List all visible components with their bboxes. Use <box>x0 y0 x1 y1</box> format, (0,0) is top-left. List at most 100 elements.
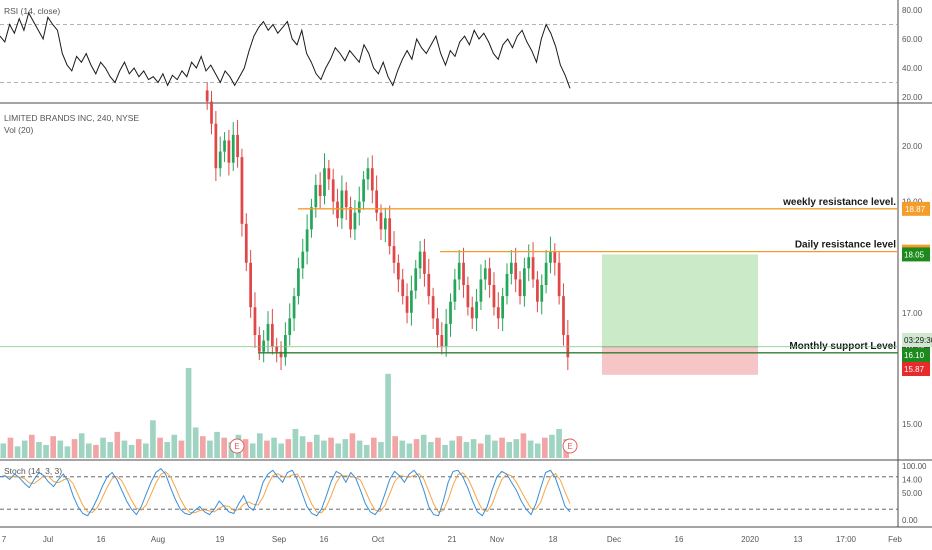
candle-body <box>405 296 409 313</box>
volume-bar <box>292 428 299 458</box>
volume-bar <box>392 436 398 458</box>
candle-body <box>475 301 478 319</box>
stoch-title: Stoch (14, 3, 3) <box>4 466 62 476</box>
price-tag-bg <box>902 333 932 347</box>
price-tag: 03:29:30 <box>904 336 932 345</box>
candle-body <box>444 323 448 347</box>
candle-body <box>383 218 387 230</box>
candle-body <box>292 296 296 319</box>
candle-body <box>362 179 365 202</box>
volume-bar <box>135 439 142 458</box>
candle-body <box>257 335 261 352</box>
volume-bar <box>456 436 463 458</box>
candle-body <box>223 140 226 152</box>
volume-bar <box>342 439 349 458</box>
candle-body <box>279 351 283 358</box>
volume-bar <box>321 440 327 458</box>
candle-body <box>453 279 457 302</box>
candle-body <box>553 251 557 263</box>
volume-bar <box>242 439 249 458</box>
price-tick-label: 17.00 <box>902 309 923 318</box>
candle-body <box>431 296 435 319</box>
volume-bar <box>171 434 178 458</box>
volume-bar <box>549 434 555 458</box>
time-axis: 7 Jul 16 Aug 19 Sep 16 Oct 21 Nov 18 Dec 16 2020 13 17:… <box>2 535 903 544</box>
candle-body <box>310 207 313 230</box>
candle-body <box>327 168 331 180</box>
stoch-tick-label: 0.00 <box>902 516 918 525</box>
candle-body <box>562 296 565 336</box>
volume-bar <box>363 444 370 458</box>
stoch-tick-label: 100.00 <box>902 462 927 471</box>
candle-body <box>270 323 274 347</box>
price-tick-label: 20.00 <box>902 142 923 151</box>
volume-bar <box>278 443 284 458</box>
time-tick-label: 7 <box>2 535 7 544</box>
candle-body <box>379 212 383 230</box>
volume-bar <box>178 440 185 458</box>
candle-body <box>231 134 235 163</box>
candle-body <box>457 262 461 280</box>
candle-body <box>240 157 244 224</box>
candle-body <box>275 346 279 352</box>
volume-bar <box>7 437 14 458</box>
stoch-k-line <box>0 468 571 517</box>
level-tag: 18.87 <box>905 205 926 214</box>
volume-bar <box>78 433 85 458</box>
time-tick-label: Sep <box>272 535 287 544</box>
volume-bar <box>264 440 270 458</box>
candle-body <box>414 268 418 291</box>
volume-bar <box>164 442 170 458</box>
volume-bar <box>542 437 548 458</box>
candle-body <box>505 273 509 297</box>
candle-body <box>462 262 465 285</box>
volume-bar <box>93 444 99 458</box>
price-tag-bg <box>902 362 930 376</box>
volume-bar <box>249 443 256 458</box>
candle-body <box>305 229 309 252</box>
volume-bar <box>21 440 28 458</box>
candle-body <box>514 262 518 280</box>
rsi-tick-label: 40.00 <box>902 64 923 73</box>
volume-bar <box>192 427 199 458</box>
volume-bar <box>200 436 206 458</box>
time-tick-label: Aug <box>151 535 165 544</box>
volume-bar <box>378 442 384 458</box>
candle-body <box>518 279 522 297</box>
volume-bar <box>100 437 106 458</box>
candle-body <box>470 307 474 319</box>
earnings-marker <box>229 438 245 454</box>
candle-body <box>244 223 248 263</box>
volume-bar <box>385 373 391 458</box>
candle-body <box>388 218 392 247</box>
candle-body <box>479 279 483 302</box>
long-position-tool[interactable] <box>602 254 758 375</box>
rsi-tick-label: 80.00 <box>902 6 923 15</box>
volume-bar <box>449 440 455 458</box>
volume-bar <box>0 443 7 458</box>
volume-bar <box>527 440 534 458</box>
volume-bar <box>499 437 505 458</box>
volume-bar <box>285 439 292 458</box>
stoch-levels <box>0 476 898 510</box>
candle-body <box>236 134 239 158</box>
volume-bar <box>399 440 406 458</box>
candle-body <box>297 268 300 297</box>
candle-body <box>227 140 231 163</box>
volume-bar <box>349 433 356 458</box>
candle-body <box>440 335 444 347</box>
volume-bar <box>506 442 512 458</box>
volume-bar <box>534 443 541 458</box>
candle-body <box>523 268 526 297</box>
candle-body <box>205 90 209 102</box>
candle-body <box>336 201 339 219</box>
stoch-axis: 100.00 50.00 0.00 <box>902 462 927 525</box>
level-label: weekly resistance level. <box>782 197 896 208</box>
price-pane: LIMITED BRANDS INC, 240, NYSE Vol (20) 2… <box>0 82 932 485</box>
time-tick-label: Oct <box>372 535 385 544</box>
earnings-marker <box>562 438 578 454</box>
candle-body <box>366 168 370 180</box>
time-tick-label: 16 <box>320 535 329 544</box>
